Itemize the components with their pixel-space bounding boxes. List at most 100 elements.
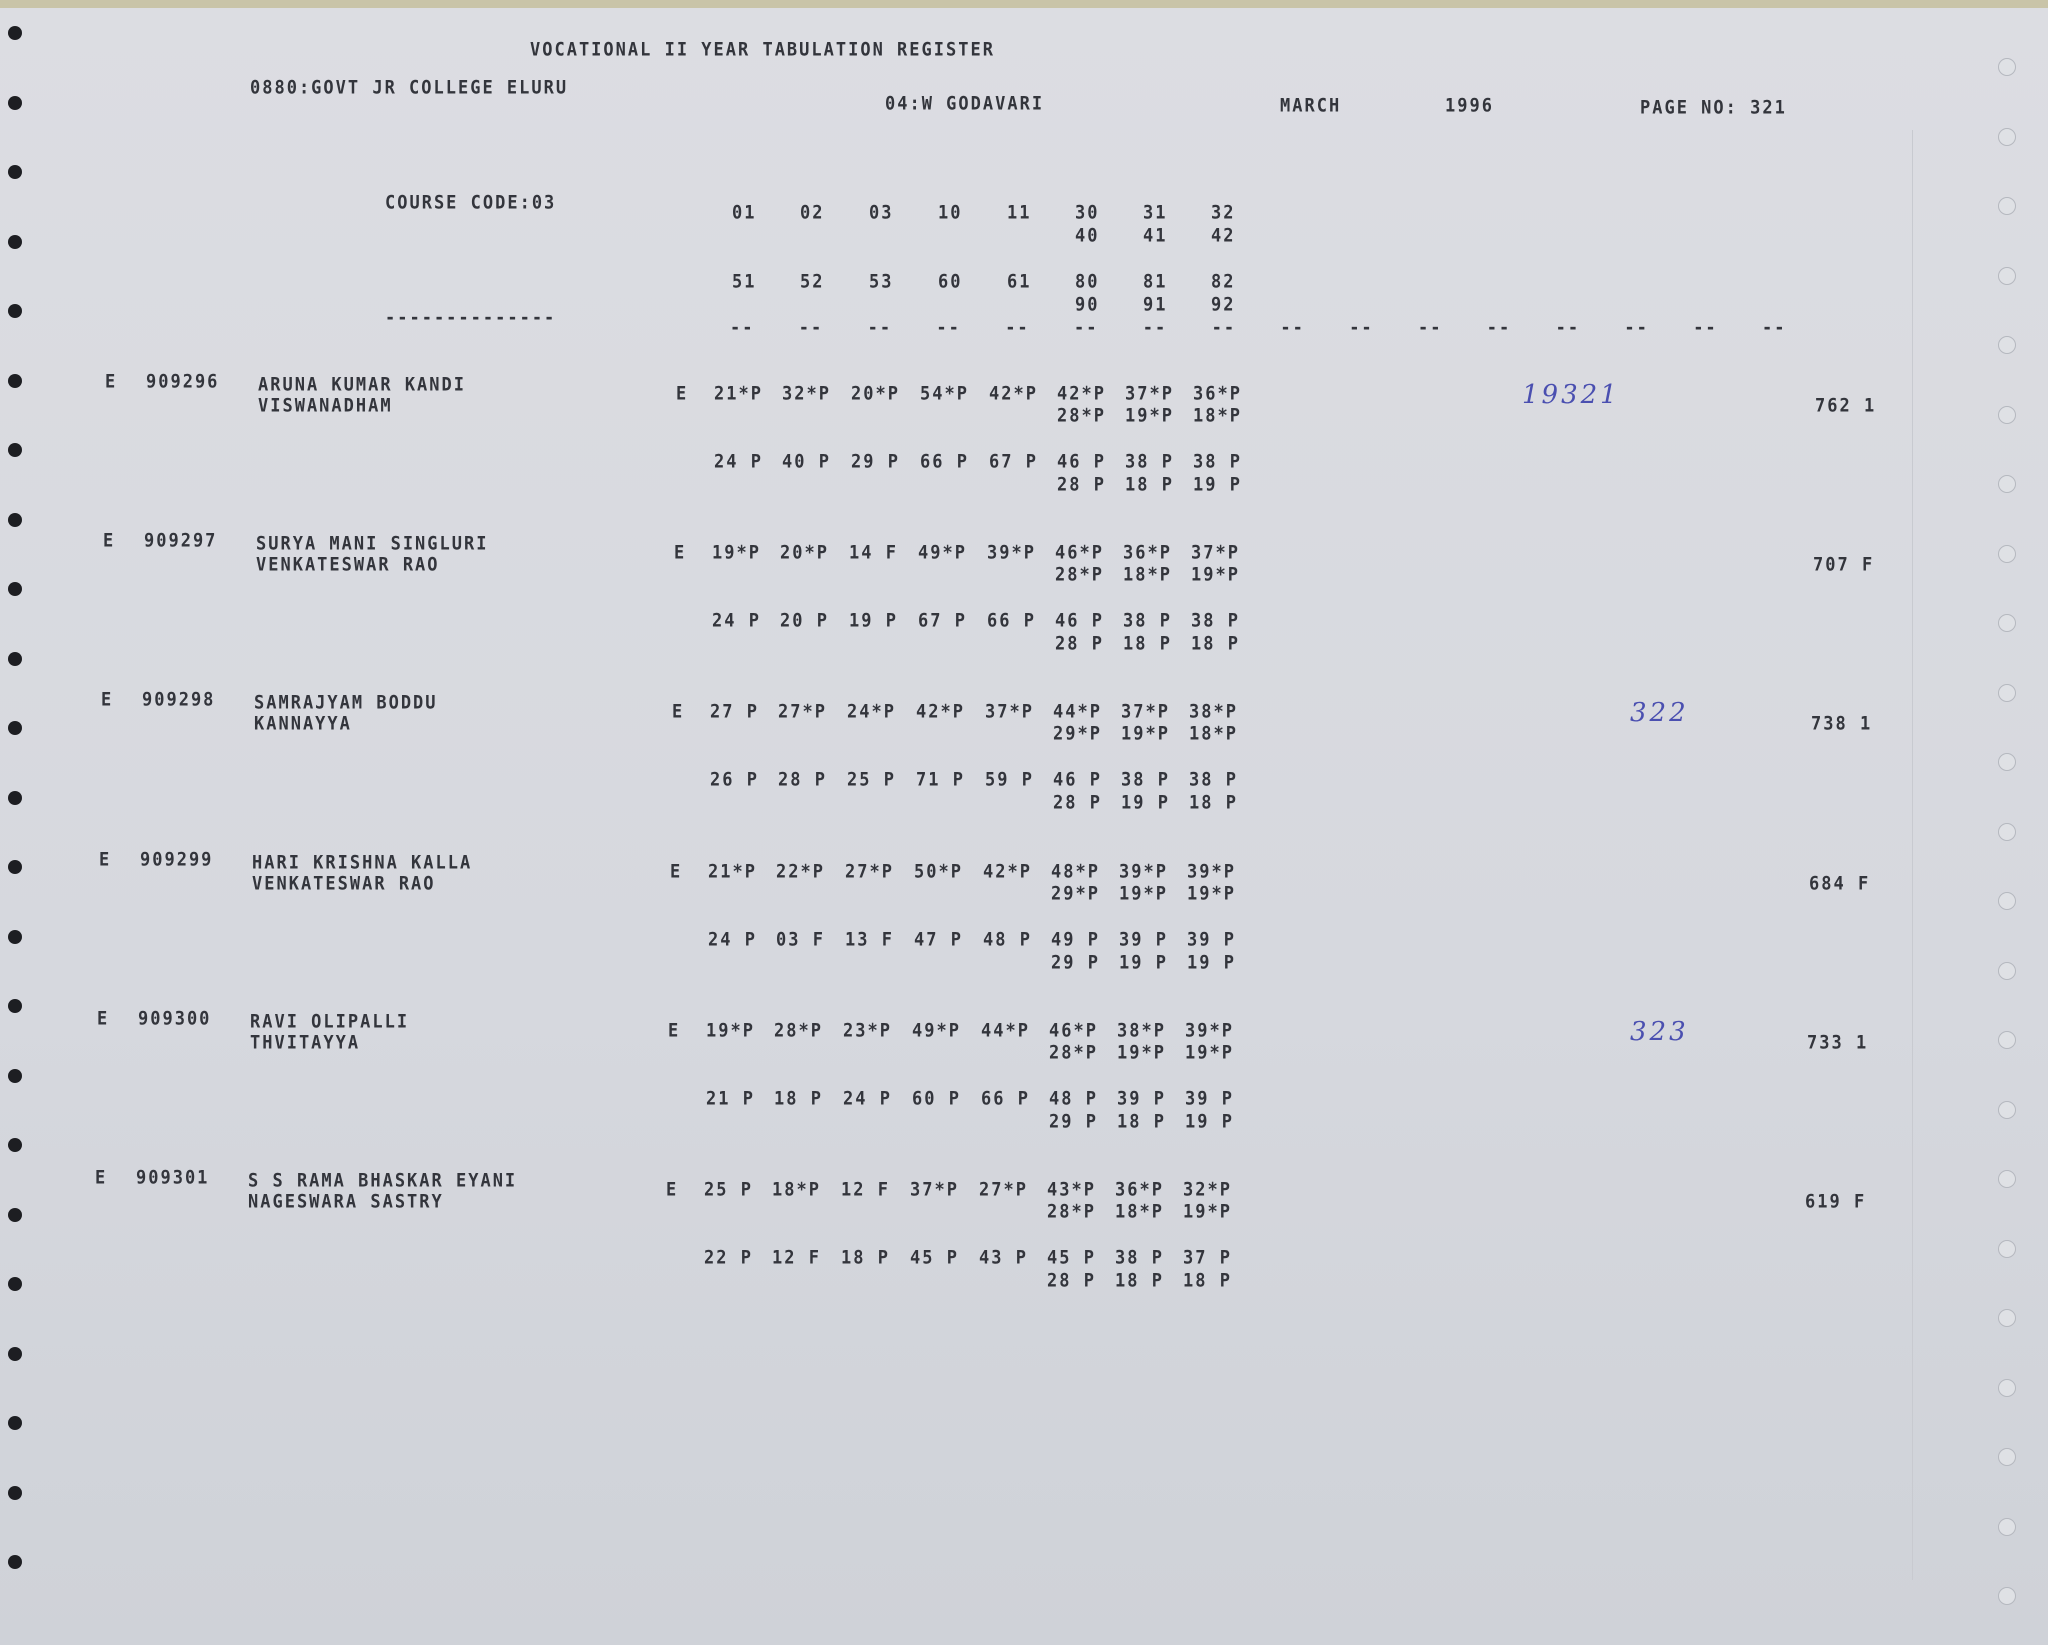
mark-cell: 21*P [708, 860, 757, 883]
mark-cell: 44*P [1053, 701, 1102, 724]
column-dash: -- [1005, 317, 1030, 339]
subject-code: 51 [732, 271, 757, 293]
mark-cell: 48 P [1049, 1087, 1098, 1110]
mark-cell: 37 P [1183, 1247, 1232, 1269]
mark-cell: 24 P [708, 928, 757, 951]
candidate-name: SURYA MANI SINGLURI [256, 533, 489, 556]
mark-cell: 66 P [981, 1087, 1030, 1110]
candidate-name: S S RAMA BHASKAR EYANI [248, 1170, 518, 1192]
father-name: NAGESWARA SASTRY [248, 1191, 444, 1213]
handwritten-note: 322 [1630, 698, 1689, 729]
mark-cell: 28*P [1057, 405, 1106, 427]
mark-cell: 50*P [914, 860, 963, 883]
mark-cell: 42*P [989, 383, 1038, 405]
punch-hole [1998, 683, 2016, 702]
punch-hole [8, 1207, 22, 1222]
mark-cell: 19*P [1187, 882, 1236, 905]
subject-code: 11 [1007, 202, 1032, 224]
punch-hole [1998, 1309, 2016, 1327]
candidate-name: RAVI OLIPALLI [250, 1010, 410, 1033]
marks-flag: E [668, 1019, 681, 1042]
punch-hole [1998, 1170, 2016, 1188]
column-dash: -- [1074, 317, 1099, 339]
punch-hole [1998, 197, 2016, 215]
mark-cell: 24 P [714, 451, 763, 473]
exam-year: 1996 [1445, 95, 1494, 117]
mark-cell: 29 P [851, 451, 900, 473]
mark-cell: 44*P [981, 1019, 1030, 1042]
punch-hole [1998, 336, 2016, 354]
punch-hole [8, 790, 22, 805]
mark-cell: 03 F [776, 928, 825, 951]
mark-cell: 45 P [1047, 1247, 1096, 1269]
mark-cell: 20 P [780, 610, 829, 633]
mark-cell: 37*P [1121, 701, 1170, 724]
mark-cell: 39 P [1187, 928, 1236, 951]
subject-code: 10 [938, 202, 963, 224]
subject-code: 92 [1211, 294, 1236, 316]
mark-cell: 28*P [1049, 1041, 1098, 1064]
punch-hole [1998, 1031, 2016, 1049]
punch-hole [1998, 753, 2016, 771]
punch-hole [1998, 266, 2016, 285]
mark-cell: 29 P [1049, 1110, 1098, 1133]
mark-cell: 47 P [914, 928, 963, 951]
roll-number: 909297 [144, 530, 218, 553]
candidate-name: ARUNA KUMAR KANDI [258, 374, 466, 396]
punch-hole [8, 1277, 22, 1291]
column-dash: -- [798, 317, 824, 339]
mark-cell: 37*P [985, 701, 1034, 724]
mark-cell: 38 P [1189, 769, 1238, 792]
handwritten-note: 19321 [1522, 380, 1620, 410]
punch-hole [8, 1068, 22, 1083]
mark-cell: 67 P [918, 610, 967, 633]
subject-code: 30 [1075, 202, 1100, 224]
subject-code: 01 [732, 202, 757, 224]
mark-cell: 18 P [1189, 792, 1238, 815]
mark-cell: 18 P [1191, 633, 1240, 656]
mark-cell: 38 P [1121, 769, 1170, 792]
mark-cell: 37*P [1125, 383, 1174, 405]
column-dash: -- [1418, 317, 1443, 339]
punch-hole [1998, 544, 2016, 563]
punch-hole [8, 373, 22, 388]
mark-cell: 38 P [1193, 451, 1242, 473]
mark-cell: 29 P [1051, 951, 1100, 974]
subject-code: 41 [1143, 225, 1168, 247]
mark-cell: 25 P [847, 769, 896, 792]
mark-cell: 38 P [1191, 610, 1240, 633]
record-flag: E [103, 530, 116, 553]
mark-cell: 19 P [1121, 792, 1170, 815]
mark-cell: 37*P [1191, 542, 1240, 565]
punch-hole [1998, 961, 2016, 980]
mark-cell: 28 P [1057, 474, 1106, 496]
marks-flag: E [676, 383, 689, 405]
mark-cell: 42*P [983, 860, 1032, 883]
mark-cell: 45 P [910, 1247, 959, 1269]
punch-hole [1998, 58, 2016, 76]
subject-code: 60 [938, 271, 963, 293]
mark-cell: 19*P [1125, 405, 1174, 427]
mark-cell: 19*P [1119, 882, 1168, 905]
column-dash: -- [730, 317, 755, 339]
mark-cell: 18 P [1125, 474, 1174, 496]
candidate-name: HARI KRISHNA KALLA [252, 851, 473, 874]
punch-hole [8, 929, 22, 944]
mark-cell: 46 P [1055, 610, 1104, 633]
mark-cell: 46 P [1057, 451, 1106, 473]
column-dash: -- [867, 317, 893, 339]
column-dash: -- [1624, 317, 1649, 339]
marks-flag: E [674, 542, 687, 565]
punch-hole [8, 304, 22, 318]
page-number: PAGE NO: 321 [1640, 97, 1787, 119]
mark-cell: 71 P [916, 769, 965, 792]
record-flag: E [95, 1167, 108, 1189]
mark-cell: 25 P [704, 1179, 753, 1201]
mark-cell: 19*P [1191, 564, 1240, 587]
mark-cell: 24 P [712, 610, 761, 633]
punch-hole [8, 1555, 22, 1569]
margin-rule [1912, 130, 1913, 1580]
punch-hole [8, 999, 22, 1013]
father-name: VENKATESWAR RAO [256, 554, 440, 577]
mark-cell: 28*P [1047, 1201, 1096, 1223]
